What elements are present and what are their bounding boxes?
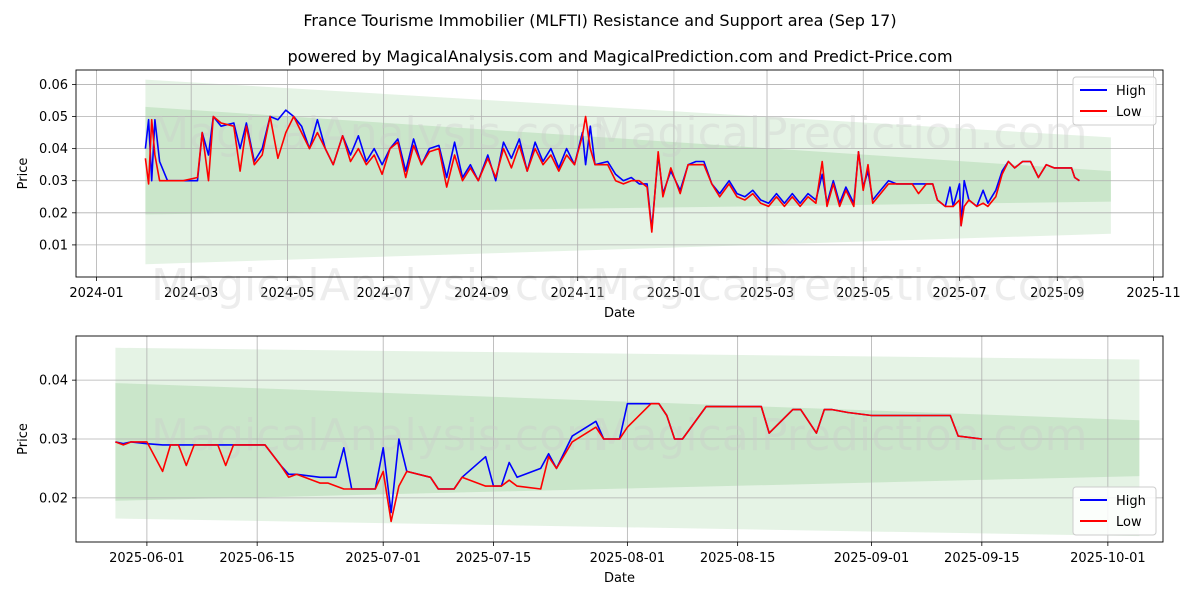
watermark-text: MagicalPrediction.com <box>593 260 1088 311</box>
x-tick-label: 2025-07-15 <box>456 551 532 566</box>
x-tick-label: 2024-09 <box>454 286 508 301</box>
band-outer <box>145 79 1111 265</box>
y-tick-label: 0.06 <box>39 78 68 93</box>
x-tick-label: 2024-05 <box>260 286 314 301</box>
series-line-low <box>115 402 982 523</box>
legend-label-low: Low <box>1116 515 1142 530</box>
x-tick-label: 2025-08-01 <box>590 551 666 566</box>
y-tick-label: 0.01 <box>39 238 68 253</box>
x-tick-label: 2025-11 <box>1126 286 1180 301</box>
legend: High Low <box>1072 76 1157 126</box>
x-tick-label: 2025-09-15 <box>944 551 1020 566</box>
y-tick-label: 0.03 <box>39 433 68 448</box>
y-tick-label: 0.04 <box>39 142 68 157</box>
watermark-text: MagicalAnalysis.com <box>151 260 609 311</box>
watermark-text: MagicalPrediction.com <box>593 410 1088 461</box>
y-axis-label: Price <box>16 423 31 455</box>
x-tick-label: 2025-07-01 <box>345 551 421 566</box>
x-tick-label: 2025-01 <box>647 286 701 301</box>
x-tick-label: 2025-06-01 <box>109 551 185 566</box>
x-tick-label: 2024-03 <box>164 286 218 301</box>
y-tick-label: 0.03 <box>39 174 68 189</box>
x-tick-label: 2024-07 <box>356 286 410 301</box>
legend: High Low <box>1072 486 1157 536</box>
legend-label-high: High <box>1116 494 1146 509</box>
top-chart-panel: 2024-01 2024-03 2024-05 2024-07 2024-09 2024-… <box>16 69 1181 321</box>
x-axis-label: Date <box>604 571 635 586</box>
chart-title: France Tourisme Immobilier (MLFTI) Resis… <box>303 11 896 30</box>
x-tick-label: 2025-08-15 <box>700 551 776 566</box>
x-tick-label: 2025-09 <box>1030 286 1084 301</box>
axes-frame <box>75 335 1164 543</box>
y-tick-label: 0.05 <box>39 110 68 125</box>
x-tick-label: 2025-03 <box>740 286 794 301</box>
chart-subtitle: powered by MagicalAnalysis.com and Magic… <box>287 47 952 66</box>
y-axis-label: Price <box>16 158 31 190</box>
y-tick-label: 0.02 <box>39 206 68 221</box>
x-tick-label: 2024-01 <box>69 286 123 301</box>
legend-label-high: High <box>1116 84 1146 99</box>
x-axis-label: Date <box>604 306 635 321</box>
watermark-text: MagicalPrediction.com <box>593 108 1088 159</box>
x-tick-label: 2025-10-01 <box>1070 551 1146 566</box>
y-tick-label: 0.02 <box>39 491 68 506</box>
x-tick-label: 2025-06-15 <box>219 551 295 566</box>
series-line-low <box>144 115 1080 233</box>
bottom-chart-panel: 2025-06-01 2025-06-15 2025-07-01 2025-07-15… <box>16 335 1164 586</box>
x-tick-label: 2025-05 <box>836 286 890 301</box>
legend-label-low: Low <box>1116 105 1142 120</box>
band-inner <box>145 106 1111 215</box>
axes-frame <box>75 69 1164 278</box>
watermark-text: MagicalAnalysis.com <box>151 410 609 461</box>
y-tick-label: 0.04 <box>39 374 68 389</box>
watermark-text: MagicalAnalysis.com <box>151 108 609 159</box>
x-tick-label: 2024-11 <box>551 286 605 301</box>
x-tick-label: 2025-07 <box>932 286 986 301</box>
x-tick-label: 2025-09-01 <box>834 551 910 566</box>
